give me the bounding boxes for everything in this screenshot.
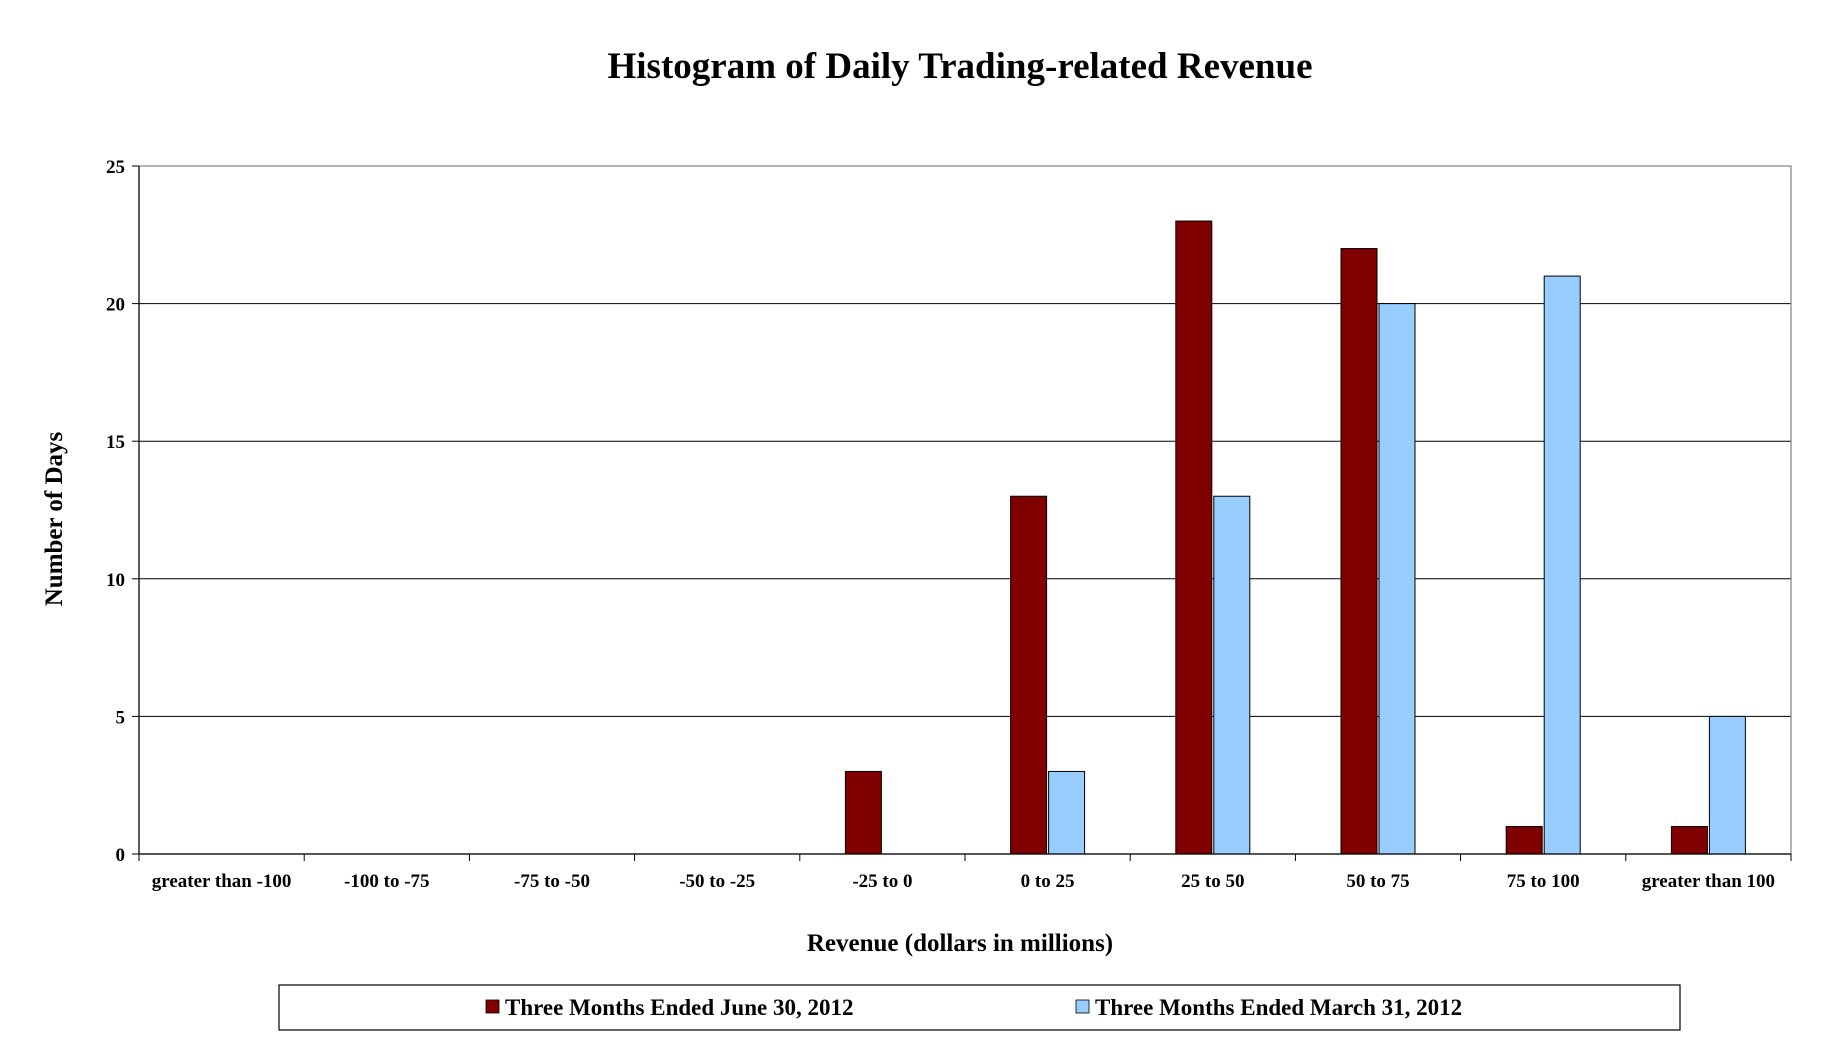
bar-march-2012 [1708, 715, 1746, 855]
gridlines [139, 165, 1791, 717]
x-tick-label: -50 to -25 [679, 871, 755, 892]
bar-march-2012 [1213, 495, 1251, 855]
bar-june-2012 [1670, 825, 1708, 855]
legend-label: Three Months Ended June 30, 2012 [505, 995, 853, 1020]
y-tick-label: 5 [116, 707, 126, 728]
y-tick-label: 10 [106, 570, 125, 591]
legend-swatch [485, 999, 500, 1014]
bar-march-2012 [1048, 770, 1086, 855]
legend: Three Months Ended June 30, 2012 Three Mo… [278, 984, 1681, 1031]
bar-june-2012 [1175, 220, 1213, 855]
x-tick-label: greater than 100 [1642, 871, 1775, 892]
y-tick-label: 0 [116, 845, 126, 866]
y-tick-label: 20 [106, 295, 125, 316]
bar-june-2012 [1505, 825, 1543, 855]
x-tick-label: -75 to -50 [514, 871, 590, 892]
y-tick-label: 25 [106, 157, 125, 178]
x-tick-label: 25 to 50 [1181, 871, 1244, 892]
x-tick-label: greater than -100 [152, 871, 292, 892]
bar-march-2012 [1378, 303, 1416, 855]
legend-swatch [1075, 999, 1090, 1014]
bar-march-2012 [1543, 275, 1581, 855]
axes [132, 165, 1792, 861]
y-tick-label: 15 [106, 432, 125, 453]
x-tick-label: 50 to 75 [1346, 871, 1409, 892]
bar-june-2012 [1340, 248, 1378, 855]
x-tick-labels: greater than -100 -100 to -75 -75 to -50 -5… [152, 871, 1775, 892]
legend-box [278, 984, 1681, 1031]
x-tick-label: 75 to 100 [1507, 871, 1580, 892]
bar-june-2012 [1010, 495, 1048, 855]
x-axis-label: Revenue (dollars in millions) [807, 930, 1113, 957]
y-axis-label: Number of Days [41, 431, 68, 606]
chart-title: Histogram of Daily Trading-related Reven… [608, 46, 1313, 87]
y-tick-labels: 0 5 10 15 20 25 [106, 157, 125, 866]
x-tick-label: -100 to -75 [344, 871, 429, 892]
plot-area [138, 165, 1792, 855]
legend-label: Three Months Ended March 31, 2012 [1095, 995, 1462, 1020]
x-tick-label: 0 to 25 [1021, 871, 1075, 892]
bar-june-2012 [844, 770, 882, 855]
bars [844, 220, 1746, 855]
x-tick-label: -25 to 0 [852, 871, 912, 892]
